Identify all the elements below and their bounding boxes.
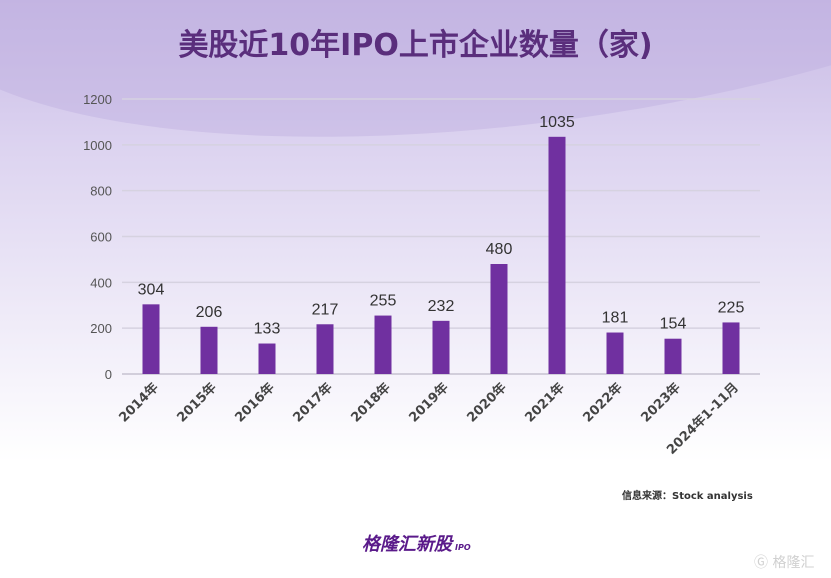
data-label: 225: [718, 299, 745, 316]
x-tick-label: 2021年: [522, 380, 568, 426]
bar: [722, 322, 740, 374]
bar: [200, 326, 218, 374]
bar: [142, 304, 160, 374]
bar: [548, 136, 566, 374]
y-tick-label: 1000: [83, 138, 112, 153]
data-label: 232: [428, 298, 455, 315]
x-tick-label: 2014年: [116, 380, 162, 426]
bar: [432, 320, 450, 374]
data-label: 154: [660, 316, 687, 333]
corner-logo-text: 格隆汇: [772, 555, 815, 571]
bar: [258, 343, 276, 374]
x-tick-label: 2019年: [406, 380, 452, 426]
y-tick-label: 800: [90, 184, 112, 199]
x-tick-label: 2018年: [348, 380, 394, 426]
y-tick-label: 0: [105, 367, 112, 382]
x-tick-label: 2017年: [290, 380, 336, 426]
brand-tag: IPO: [455, 543, 471, 552]
chart-title: 美股近10年IPO上市企业数量（家): [178, 28, 653, 63]
x-tick-label: 2023年: [638, 380, 684, 426]
x-tick-label: 2016年: [232, 380, 278, 426]
bar: [490, 264, 508, 374]
data-label: 181: [602, 310, 629, 327]
bar: [316, 324, 334, 374]
brand-logo: 格隆汇新股 IPO: [362, 530, 471, 556]
corner-logo: Ⓖ 格隆汇: [754, 555, 815, 571]
data-label: 480: [486, 241, 513, 258]
bar: [606, 332, 624, 374]
data-label: 1035: [539, 114, 575, 131]
data-label: 206: [196, 304, 223, 321]
y-tick-label: 1200: [83, 92, 112, 107]
x-tick-label: 2020年: [464, 380, 510, 426]
source-note: 信息来源：Stock analysis: [622, 491, 753, 502]
x-tick-label: 2022年: [580, 380, 626, 426]
data-label: 217: [312, 301, 339, 318]
y-tick-label: 200: [90, 321, 112, 336]
data-label: 304: [138, 281, 165, 298]
data-label: 133: [254, 321, 281, 338]
y-tick-label: 400: [90, 275, 112, 290]
x-tick-label: 2015年: [174, 380, 220, 426]
bar: [374, 315, 392, 374]
data-label: 255: [370, 293, 397, 310]
y-tick-label: 600: [90, 230, 112, 245]
bar: [664, 338, 682, 374]
brand-name: 格隆汇新股: [362, 534, 452, 555]
